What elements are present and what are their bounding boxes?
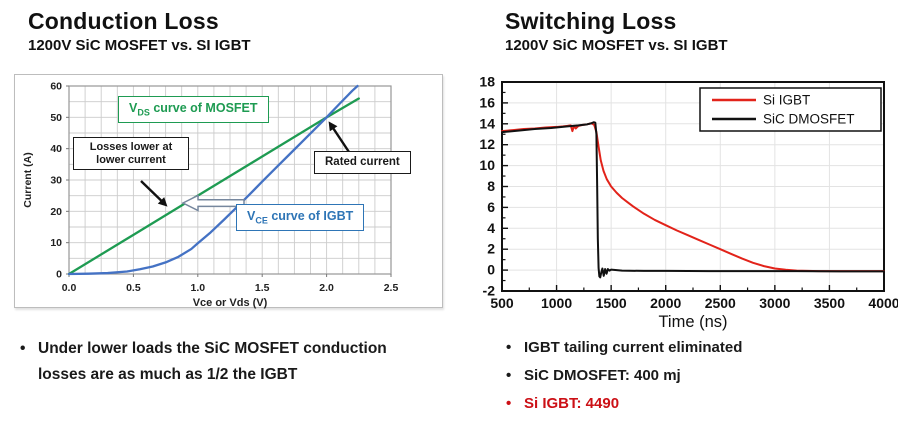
svg-text:-2: -2	[483, 283, 496, 299]
svg-text:18: 18	[479, 74, 495, 90]
conduction-chart-panel: 0.0 0.5 1.0 1.5 2.0 2.5 0 10 20 30 40 50 60 Vce or Vd…	[14, 74, 443, 309]
annotation-text: curve of IGBT	[267, 209, 354, 223]
svg-text:2.0: 2.0	[319, 282, 334, 294]
legend-label: SiC DMOSFET	[763, 112, 855, 127]
bullet-text: Under lower loads the SiC MOSFET conduct…	[38, 340, 387, 383]
svg-text:3500: 3500	[814, 295, 845, 311]
bullet-text: IGBT tailing current eliminated	[524, 339, 743, 356]
svg-text:16: 16	[479, 94, 495, 110]
svg-text:500: 500	[490, 295, 514, 311]
bullet-marker: •	[20, 340, 26, 357]
list-item: • IGBT tailing current eliminated	[506, 334, 896, 361]
svg-text:0: 0	[56, 269, 62, 281]
svg-text:2000: 2000	[650, 295, 681, 311]
svg-text:2.5: 2.5	[384, 282, 399, 294]
switching-chart-panel: -2 0 2 4 6 8 10 12 14 16 18 500 1000 1500 2000 2500 3000…	[458, 70, 899, 335]
conduction-loss-subtitle: 1200V SiC MOSFET vs. SI IGBT	[28, 37, 251, 54]
bullet-text: Si IGBT: 4490	[524, 395, 620, 412]
svg-text:6: 6	[487, 199, 495, 215]
list-item: • SiC DMOSFET: 400 mj	[506, 362, 896, 389]
svg-text:14: 14	[479, 115, 495, 131]
annotation-text: V	[247, 209, 256, 223]
svg-text:12: 12	[479, 136, 495, 152]
igbt-curve-annotation: VCE curve of IGBT	[236, 204, 365, 231]
svg-text:1.5: 1.5	[255, 282, 270, 294]
svg-text:4000: 4000	[868, 295, 898, 311]
svg-text:Current (A): Current (A)	[22, 152, 34, 207]
list-item: • Si IGBT: 4490	[506, 390, 896, 417]
svg-text:0.5: 0.5	[126, 282, 141, 294]
bullet-marker: •	[506, 395, 512, 412]
svg-text:0.0: 0.0	[62, 282, 77, 294]
svg-text:20: 20	[50, 206, 62, 218]
annotation-subscript: DS	[137, 107, 150, 118]
svg-text:10: 10	[479, 157, 495, 173]
svg-text:1.0: 1.0	[190, 282, 205, 294]
bullet-marker: •	[506, 339, 512, 356]
list-item: • Under lower loads the SiC MOSFET condu…	[20, 336, 412, 388]
annotation-text: V	[129, 101, 138, 115]
rated-current-annotation: Rated current	[314, 151, 411, 175]
svg-text:2: 2	[487, 241, 495, 257]
annotation-text: curve of MOSFET	[149, 101, 258, 115]
svg-text:0: 0	[487, 262, 495, 278]
conduction-bullets: • Under lower loads the SiC MOSFET condu…	[20, 336, 412, 390]
svg-text:2500: 2500	[705, 295, 736, 311]
svg-text:8: 8	[487, 178, 495, 194]
svg-text:1500: 1500	[596, 295, 627, 311]
switching-loss-subtitle: 1200V SiC MOSFET vs. SI IGBT	[505, 37, 728, 54]
annotation-subscript: CE	[255, 215, 268, 226]
svg-text:Time (ns): Time (ns)	[658, 313, 727, 331]
svg-text:50: 50	[50, 112, 62, 124]
bullet-marker: •	[506, 367, 512, 384]
svg-text:30: 30	[50, 175, 62, 187]
conduction-loss-title: Conduction Loss	[28, 8, 219, 34]
svg-text:3000: 3000	[759, 295, 790, 311]
bullet-text: SiC DMOSFET: 400 mj	[524, 367, 681, 384]
svg-text:4: 4	[487, 220, 495, 236]
switching-bullets: • IGBT tailing current eliminated • SiC DMO…	[506, 334, 896, 418]
svg-text:60: 60	[50, 81, 62, 93]
mosfet-curve-annotation: VDS curve of MOSFET	[118, 96, 269, 123]
legend-label: Si IGBT	[763, 93, 810, 108]
losses-lower-annotation: Losses lower at lower current	[73, 137, 189, 171]
switching-loss-title: Switching Loss	[505, 8, 677, 34]
svg-text:1000: 1000	[541, 295, 572, 311]
svg-text:10: 10	[50, 237, 62, 249]
switching-chart: -2 0 2 4 6 8 10 12 14 16 18 500 1000 1500 2000 2500 3000…	[479, 74, 899, 332]
svg-text:40: 40	[50, 143, 62, 155]
svg-text:Vce or Vds (V): Vce or Vds (V)	[193, 297, 268, 309]
